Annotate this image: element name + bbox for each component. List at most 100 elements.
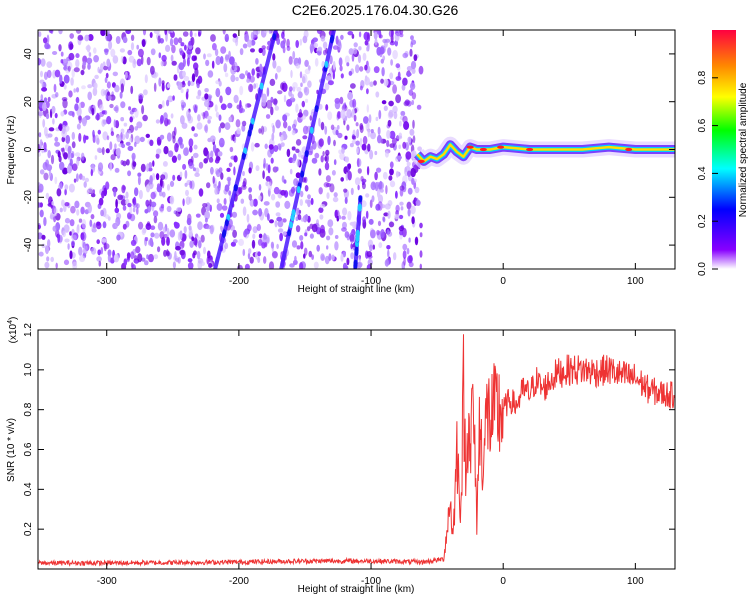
noise-speck <box>352 135 357 140</box>
noise-speck <box>402 141 407 149</box>
noise-speck <box>207 70 214 78</box>
noise-speck <box>248 167 252 174</box>
noise-speck <box>378 242 383 249</box>
noise-speck <box>353 42 358 48</box>
bottom-x-axis-label: Height of straight line (km) <box>298 584 415 595</box>
noise-speck <box>276 216 283 222</box>
noise-speck <box>64 238 70 243</box>
noise-speck <box>334 235 339 239</box>
noise-speck <box>172 261 176 269</box>
noise-speck <box>196 82 200 89</box>
noise-speck <box>159 191 163 197</box>
noise-speck <box>362 52 367 61</box>
noise-speck <box>125 141 131 146</box>
noise-speck <box>358 31 362 38</box>
noise-speck <box>295 225 301 233</box>
noise-speck <box>215 80 220 85</box>
noise-speck <box>395 94 401 104</box>
noise-speck <box>75 59 80 68</box>
noise-speck <box>306 226 311 232</box>
noise-speck <box>186 109 191 119</box>
noise-speck <box>340 109 346 119</box>
noise-speck <box>269 78 276 86</box>
noise-speck <box>45 101 50 109</box>
noise-speck <box>292 50 296 60</box>
noise-speck <box>299 262 304 269</box>
noise-speck <box>221 205 228 211</box>
noise-speck <box>232 33 237 38</box>
noise-speck <box>138 189 143 200</box>
noise-speck <box>103 110 108 115</box>
noise-speck <box>364 76 371 86</box>
noise-speck <box>132 198 135 204</box>
noise-speck <box>130 251 135 260</box>
noise-speck <box>93 47 97 54</box>
streak-blob <box>233 184 238 192</box>
noise-speck <box>149 139 154 146</box>
noise-speck <box>275 166 279 172</box>
noise-speck <box>128 137 133 143</box>
noise-speck <box>158 104 163 109</box>
noise-speck <box>382 216 385 221</box>
noise-speck <box>387 47 392 56</box>
noise-speck <box>38 202 41 208</box>
noise-speck <box>412 135 416 144</box>
noise-speck <box>64 217 71 224</box>
y-tick-label: 0.8 <box>23 402 34 416</box>
noise-speck <box>71 234 77 241</box>
noise-speck <box>54 112 58 119</box>
noise-speck <box>211 60 215 69</box>
noise-speck <box>38 110 44 117</box>
noise-speck <box>229 146 234 153</box>
noise-speck <box>43 216 47 227</box>
noise-speck <box>309 146 314 154</box>
carrier-peak <box>479 147 487 152</box>
noise-speck <box>297 112 303 118</box>
noise-speck <box>215 169 221 178</box>
noise-speck <box>81 219 87 229</box>
noise-speck <box>75 87 80 93</box>
noise-speck <box>258 71 263 77</box>
noise-speck <box>182 163 187 170</box>
noise-speck <box>207 119 211 124</box>
noise-speck <box>55 262 58 269</box>
noise-speck <box>349 143 354 148</box>
noise-speck <box>342 207 348 216</box>
noise-speck <box>266 87 270 97</box>
noise-speck <box>39 169 45 175</box>
noise-speck <box>257 257 261 263</box>
noise-speck <box>232 229 238 238</box>
noise-speck <box>254 142 260 148</box>
noise-speck <box>196 122 203 130</box>
noise-speck <box>153 215 158 224</box>
noise-speck <box>167 150 174 158</box>
noise-speck <box>399 201 404 206</box>
noise-speck <box>182 198 185 207</box>
noise-speck <box>208 263 213 268</box>
noise-speck <box>380 137 383 144</box>
noise-speck <box>274 105 279 111</box>
noise-speck <box>297 214 302 221</box>
noise-speck <box>376 229 380 236</box>
noise-speck <box>78 102 82 112</box>
chart-title: C2E6.2025.176.04.30.G26 <box>291 2 459 18</box>
noise-speck <box>78 218 83 223</box>
noise-speck <box>377 201 383 211</box>
noise-speck <box>225 86 232 96</box>
noise-speck <box>54 69 61 78</box>
noise-speck <box>403 121 410 130</box>
noise-speck <box>402 52 409 59</box>
noise-speck <box>357 168 362 174</box>
noise-speck <box>104 77 108 83</box>
noise-speck <box>155 173 160 181</box>
noise-speck <box>279 232 283 242</box>
streak-blob <box>355 231 360 238</box>
noise-speck <box>268 30 272 35</box>
noise-speck <box>267 164 271 174</box>
noise-speck <box>120 55 124 63</box>
noise-speck <box>282 218 287 223</box>
noise-speck <box>161 236 166 246</box>
noise-speck <box>120 117 125 122</box>
noise-speck <box>206 182 211 189</box>
noise-speck <box>367 122 370 129</box>
